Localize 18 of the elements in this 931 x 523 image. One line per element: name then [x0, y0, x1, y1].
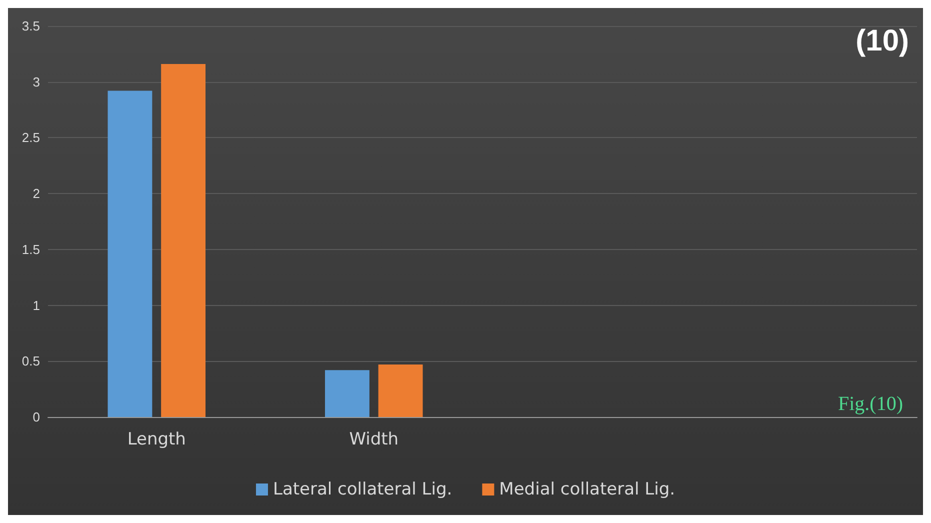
bar: [324, 370, 370, 417]
annotation: Fig.(10): [838, 393, 903, 415]
legend-label: Lateral collateral Lig.: [272, 480, 452, 500]
y-tick-label: 2.5: [22, 130, 40, 146]
y-tick-label: 0: [32, 410, 40, 424]
annotation: (10): [856, 24, 910, 58]
bar: [378, 364, 423, 417]
y-tick-label: 3: [32, 74, 40, 90]
y-tick-label: 1.5: [22, 242, 40, 257]
y-tick-label: 3.5: [22, 18, 40, 34]
y-tick-label: 2: [32, 186, 40, 202]
bar: [108, 90, 152, 417]
x-tick-label: Length: [127, 430, 186, 450]
y-tick-label: 1: [32, 298, 40, 313]
x-tick-label: Width: [349, 430, 399, 450]
legend-label: Medial collateral Lig.: [499, 480, 676, 500]
y-tick-label: 0.5: [22, 354, 40, 369]
bar: [161, 64, 206, 417]
